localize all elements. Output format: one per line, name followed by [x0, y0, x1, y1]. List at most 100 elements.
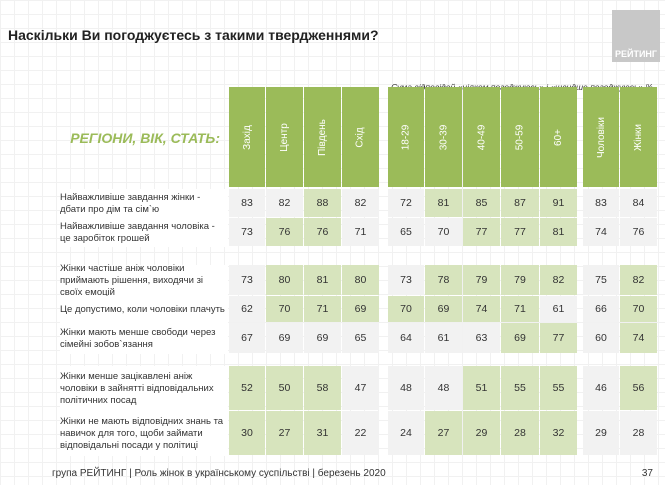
table-cell: 24: [388, 411, 424, 455]
table-cell: 50: [266, 366, 303, 410]
column-header-label: 60+: [553, 128, 564, 146]
table-cell: 65: [388, 218, 424, 246]
footer: група РЕЙТИНГ | Роль жінок в українськом…: [52, 468, 386, 479]
table-cell: 72: [388, 189, 424, 217]
table-cell: 79: [501, 265, 539, 295]
table-cell: 71: [342, 218, 379, 246]
column-header-label: Схід: [355, 126, 366, 148]
column-header-label: Південь: [317, 118, 328, 156]
column-header-label: 18-29: [400, 124, 412, 150]
table-cell: 61: [540, 296, 577, 322]
table-cell: 87: [501, 189, 539, 217]
table-cell: 77: [501, 218, 539, 246]
table-cell: 69: [342, 296, 379, 322]
column-header-label: 50-59: [514, 124, 526, 150]
row-label: Це допустимо, коли чоловіки плачуть: [60, 296, 228, 323]
column-header-label: Центр: [279, 122, 290, 152]
row-label: Жінки мають менше свободи через сімейні …: [60, 323, 228, 354]
table-cell: 62: [229, 296, 265, 322]
column-header: 50-59: [501, 87, 539, 187]
table-cell: 60: [583, 323, 619, 353]
table-cell: 73: [229, 218, 265, 246]
table-cell: 70: [388, 296, 424, 322]
table-cell: 66: [583, 296, 619, 322]
table-cell: 77: [540, 323, 577, 353]
table-cell: 30: [229, 411, 265, 455]
table-cell: 27: [266, 411, 303, 455]
table-cell: 31: [304, 411, 341, 455]
table-cell: 81: [425, 189, 462, 217]
column-header: Схід: [342, 87, 379, 187]
table-cell: 85: [463, 189, 500, 217]
table-cell: 64: [388, 323, 424, 353]
table-cell: 80: [266, 265, 303, 295]
table-cell: 29: [463, 411, 500, 455]
column-header: 40-49: [463, 87, 500, 187]
table-cell: 83: [583, 189, 619, 217]
table-cell: 71: [304, 296, 341, 322]
column-header: 60+: [540, 87, 577, 187]
table-cell: 69: [304, 323, 341, 353]
table-cell: 88: [304, 189, 341, 217]
row-label: Жінки менше зацікавлені аніж чоловіки в …: [60, 366, 228, 411]
section-label: РЕГІОНИ, ВІК, СТАТЬ:: [70, 130, 220, 146]
column-header: Чоловіки: [583, 87, 619, 187]
column-header: Захід: [229, 87, 265, 187]
table-cell: 73: [388, 265, 424, 295]
column-header-label: 30-39: [437, 124, 449, 150]
page-number: 37: [641, 468, 653, 479]
table-cell: 74: [620, 323, 657, 353]
table-cell: 75: [583, 265, 619, 295]
table-cell: 46: [583, 366, 619, 410]
table-cell: 81: [304, 265, 341, 295]
column-header: 18-29: [388, 87, 424, 187]
table-cell: 78: [425, 265, 462, 295]
table-cell: 22: [342, 411, 379, 455]
row-label: Найважливіше завдання жінки - дбати про …: [60, 189, 228, 218]
column-header-label: Захід: [241, 124, 253, 150]
table-cell: 28: [620, 411, 657, 455]
table-cell: 71: [501, 296, 539, 322]
table-cell: 83: [229, 189, 265, 217]
table-cell: 81: [540, 218, 577, 246]
column-header: 30-39: [425, 87, 462, 187]
column-header-label: Жінки: [632, 123, 644, 151]
rating-logo: РЕЙТИНГ: [612, 10, 660, 62]
row-label: Найважливіше завдання чоловіка - це заро…: [60, 218, 228, 247]
table-cell: 76: [266, 218, 303, 246]
table-cell: 27: [425, 411, 462, 455]
table-cell: 70: [266, 296, 303, 322]
table-cell: 56: [620, 366, 657, 410]
table-cell: 63: [463, 323, 500, 353]
table-cell: 55: [540, 366, 577, 410]
table-cell: 74: [583, 218, 619, 246]
column-header-label: 40-49: [475, 124, 487, 150]
table-cell: 28: [501, 411, 539, 455]
table-cell: 61: [425, 323, 462, 353]
column-header: Південь: [304, 87, 341, 187]
table-cell: 79: [463, 265, 500, 295]
table-cell: 82: [620, 265, 657, 295]
table-cell: 51: [463, 366, 500, 410]
table-cell: 80: [342, 265, 379, 295]
table-cell: 55: [501, 366, 539, 410]
table-cell: 65: [342, 323, 379, 353]
table-cell: 69: [266, 323, 303, 353]
table-cell: 69: [425, 296, 462, 322]
table-cell: 52: [229, 366, 265, 410]
table-cell: 77: [463, 218, 500, 246]
table-cell: 70: [425, 218, 462, 246]
table-cell: 48: [388, 366, 424, 410]
table-cell: 29: [583, 411, 619, 455]
table-cell: 74: [463, 296, 500, 322]
table-cell: 70: [620, 296, 657, 322]
column-header-label: Чоловіки: [595, 116, 607, 158]
column-header: Жінки: [620, 87, 657, 187]
table-cell: 91: [540, 189, 577, 217]
table-cell: 69: [501, 323, 539, 353]
table-cell: 47: [342, 366, 379, 410]
table-cell: 32: [540, 411, 577, 455]
row-label: Жінки частіше аніж чоловіки приймають рі…: [60, 263, 228, 298]
row-label: Жінки не мають відповідних знань та нави…: [60, 411, 228, 456]
table-cell: 76: [304, 218, 341, 246]
